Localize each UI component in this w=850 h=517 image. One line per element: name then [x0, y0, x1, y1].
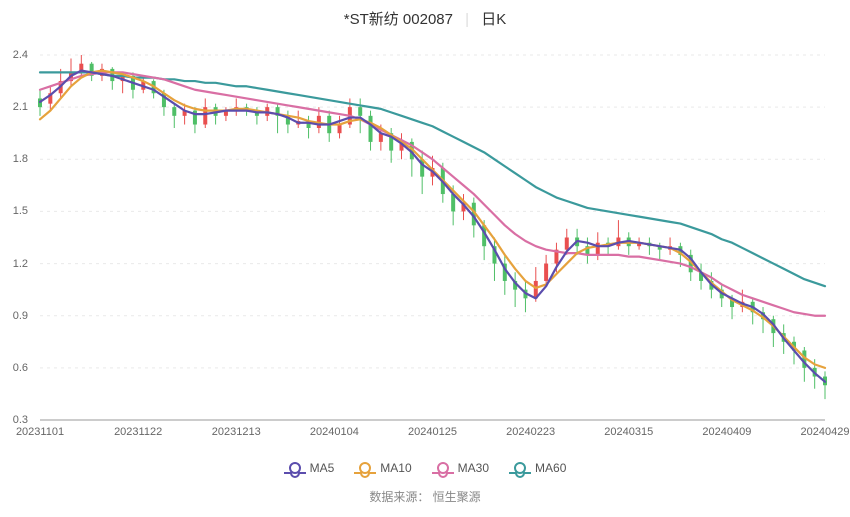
- y-tick-label: 0.3: [0, 414, 28, 426]
- title-separator: |: [465, 11, 469, 28]
- legend-label: MA10: [380, 461, 411, 475]
- x-tick-label: 20231122: [114, 426, 162, 438]
- y-tick-label: 1.5: [0, 205, 28, 217]
- x-tick-label: 20231101: [16, 426, 64, 438]
- source-label: 数据来源：: [369, 490, 429, 504]
- source-name: 恒生聚源: [433, 490, 481, 504]
- y-tick-label: 0.9: [0, 310, 28, 322]
- legend-label: MA30: [458, 461, 489, 475]
- legend-item-ma30[interactable]: MA30: [432, 461, 489, 475]
- x-tick-label: 20240125: [408, 426, 457, 438]
- period-label: 日K: [481, 11, 506, 28]
- legend-item-ma60[interactable]: MA60: [509, 461, 566, 475]
- data-source: 数据来源： 恒生聚源: [0, 488, 850, 505]
- legend-label: MA60: [535, 461, 566, 475]
- legend-marker-icon: [432, 467, 454, 469]
- y-tick-label: 1.2: [0, 258, 28, 270]
- chart-svg: [30, 40, 830, 440]
- x-tick-label: 20240223: [506, 426, 555, 438]
- x-tick-label: 20240104: [310, 426, 359, 438]
- x-tick-label: 20240409: [702, 426, 751, 438]
- legend-marker-icon: [354, 467, 376, 469]
- y-tick-label: 1.8: [0, 153, 28, 165]
- chart-plot-area: 0.30.60.91.21.51.82.12.42023110120231122…: [30, 40, 830, 440]
- y-tick-label: 2.1: [0, 101, 28, 113]
- legend-marker-icon: [284, 467, 306, 469]
- legend: MA5 MA10 MA30 MA60: [0, 458, 850, 475]
- legend-item-ma5[interactable]: MA5: [284, 461, 335, 475]
- x-tick-label: 20240315: [604, 426, 653, 438]
- y-tick-label: 2.4: [0, 49, 28, 61]
- legend-item-ma10[interactable]: MA10: [354, 461, 411, 475]
- chart-title: *ST新纺 002087 | 日K: [0, 0, 850, 29]
- stock-name: *ST新纺 002087: [344, 11, 453, 28]
- legend-label: MA5: [310, 461, 335, 475]
- x-tick-label: 20240429: [801, 426, 850, 438]
- y-tick-label: 0.6: [0, 362, 28, 374]
- legend-marker-icon: [509, 467, 531, 469]
- x-tick-label: 20231213: [212, 426, 261, 438]
